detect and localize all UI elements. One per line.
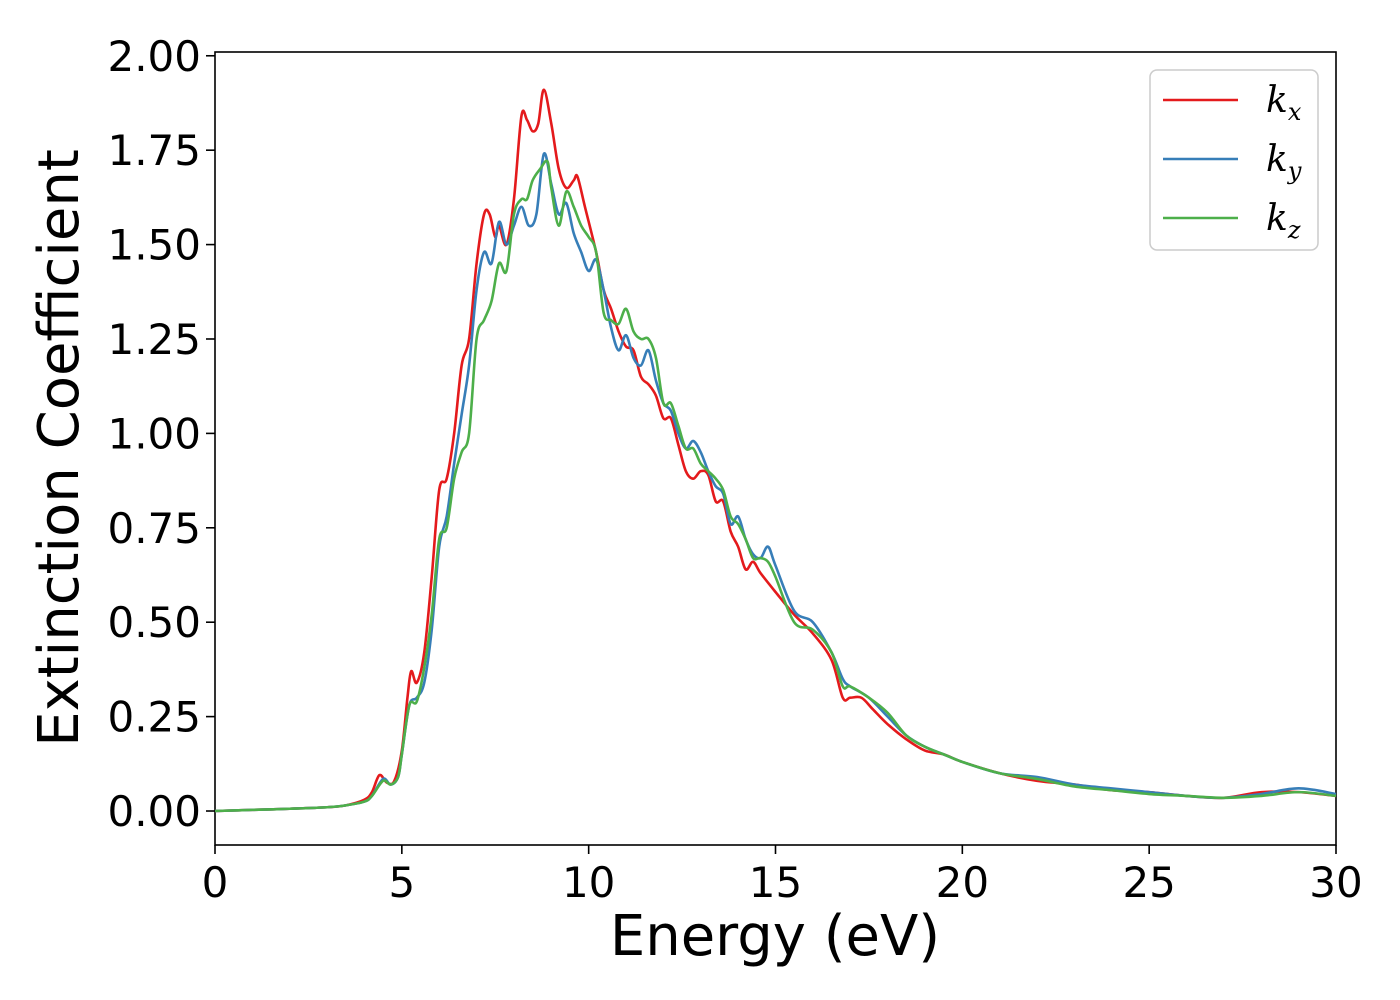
y-tick-label: 0.00 <box>107 787 201 836</box>
y-tick-label: 1.75 <box>107 126 201 175</box>
legend: kx ky kz <box>1149 69 1319 251</box>
y-tick-label: 0.75 <box>107 504 201 553</box>
y-axis-title: Extinction Coefficient <box>27 149 92 747</box>
legend-label-kx: kx <box>1266 80 1302 126</box>
x-tick-label: 30 <box>1309 858 1362 907</box>
y-tick-label: 1.00 <box>107 409 201 458</box>
y-tick-label: 1.50 <box>107 221 201 270</box>
series-line-ky <box>214 152 1337 813</box>
x-tick-label: 10 <box>562 858 615 907</box>
x-tick-label: 25 <box>1122 858 1175 907</box>
y-tick-label: 2.00 <box>107 32 201 81</box>
legend-label-ky: ky <box>1266 139 1302 185</box>
x-tick-label: 5 <box>388 858 415 907</box>
y-tick-label: 1.25 <box>107 315 201 364</box>
x-axis-title: Energy (eV) <box>610 904 940 969</box>
series-layer <box>214 88 1337 813</box>
x-tick-label: 20 <box>936 858 989 907</box>
x-tick-label: 15 <box>749 858 802 907</box>
series-line-kz <box>214 159 1337 813</box>
y-axis: 0.00 0.25 0.50 0.75 1.00 1.25 1.50 1.75 2.00 <box>107 32 215 836</box>
plot-area <box>214 51 1337 846</box>
x-tick-label: 0 <box>202 858 229 907</box>
y-tick-label: 0.50 <box>107 598 201 647</box>
x-axis: 0 5 10 15 20 25 30 <box>202 845 1363 907</box>
legend-label-kz: kz <box>1266 198 1301 244</box>
y-tick-label: 0.25 <box>107 693 201 742</box>
